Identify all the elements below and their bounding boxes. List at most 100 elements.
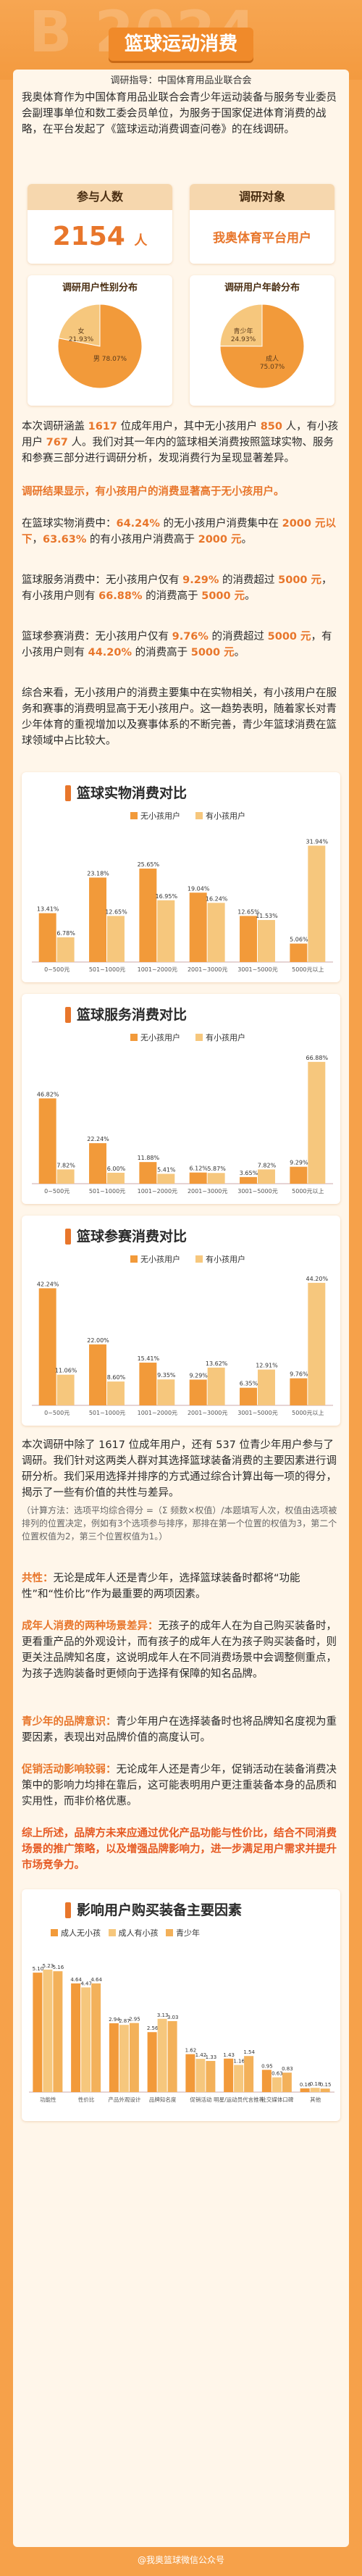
bar-label: 5.23 [43,1963,54,1969]
guidance-text: 调研指导：中国体育用品业联合会 [110,75,252,86]
insight-youth-brand: 青少年的品牌意识：青少年用户在选择装备时也将品牌知名度视为重要因素，表现出对品牌… [22,1716,337,1744]
bar-成人有小孩-社交媒体口碑 [272,2077,282,2092]
bar-label: 16.24% [206,895,228,902]
bar-无小孩用户-501~1000元 [89,877,106,962]
bar-有小孩用户-3001~5000元 [258,1169,275,1184]
bar-无小孩用户-2001~3000元 [189,1172,207,1184]
bar-有小孩用户-5000元以上 [308,845,326,962]
bar-成人无小孩-社交媒体口碑 [261,2070,272,2092]
goods-chart-title: 篮球实物消费对比 [77,785,188,801]
bar-无小孩用户-5000元以上 [290,1166,308,1184]
bar-label: 1.62 [185,2048,197,2054]
x-tick-label: 3001~5000元 [237,1410,277,1416]
service-chart-legend: 无小孩用户 有小孩用户 [130,1032,245,1043]
bar-label: 11.53% [256,913,278,919]
bar-label: 6.35% [240,1381,258,1387]
bar-有小孩用户-5000元以上 [308,1282,326,1405]
bar-成人无小孩-性价比 [71,1983,81,2092]
bar-成人有小孩-促销活动 [195,2059,206,2092]
bar-label: 7.82% [258,1162,277,1168]
bar-无小孩用户-1001~2000元 [139,869,157,962]
bar-成人无小孩-产品外观设计 [109,2023,119,2092]
bar-青少年-品牌知名度 [167,2021,177,2092]
survey-summary: 本次调研涵盖 1617 位成年用户，其中无小孩用户 850 人，有小孩用户 76… [22,421,339,464]
bar-label: 11.06% [55,1368,77,1374]
bar-label: 1.16 [233,2058,245,2064]
participant-count: 2154 人 [52,222,148,251]
bar-label: 0.63 [272,2071,283,2077]
goods-chart-card: 篮球实物消费对比 无小孩用户 有小孩用户 13.41% 6.78% 0~500元 23… [22,772,340,982]
bar-成人有小孩-功能性 [43,1969,53,2092]
bar-label: 0.18 [310,2081,321,2087]
competition-chart-header: 篮球参赛消费对比 [65,1226,304,1247]
bar-label: 9.29% [189,1372,208,1379]
bar-无小孩用户-1001~2000元 [139,1363,157,1405]
bar-成人有小孩-其他 [310,2088,320,2092]
bar-有小孩用户-5000元以上 [308,1061,326,1184]
summary-paragraph: 综合来看，无小孩用户的消费主要集中在实物相关，有小孩用户在服务和赛事的消费明显高… [22,687,337,747]
bar-label: 12.65% [105,908,127,915]
footer-credit: @我奥篮球微信公众号 [137,2555,224,2565]
page-title: 篮球运动消费 [109,28,253,61]
bar-无小孩用户-0~500元 [38,913,56,962]
competition-chart-title: 篮球参赛消费对比 [77,1229,188,1245]
bar-label: 7.82% [56,1162,75,1168]
bar-无小孩用户-2001~3000元 [189,1379,207,1405]
x-tick-label: 1001~2000元 [138,1188,177,1195]
service-bar-chart: 46.82% 7.82% 0~500元 22.24% 6.00% 501~1000元 11.… [32,1055,333,1195]
bar-label: 11.88% [138,1155,160,1161]
x-tick-label: 2001~3000元 [188,1410,227,1416]
service-chart-card: 篮球服务消费对比 无小孩用户 有小孩用户 46.82% 7.82% 0~500元 22… [22,994,340,1204]
intro-paragraph: 我奥体育作为中国体育用品业联合会青少年运动装备与服务专业委员会副理事单位和数工委… [22,92,337,135]
bar-label: 13.41% [37,906,59,913]
hero-banner: B 2024 篮球运动消费 [0,0,362,80]
bar-青少年-其他 [320,2088,330,2092]
key-finding: 调研结果显示，有小孩用户的消费显著高于无小孩用户。 [22,486,285,498]
bar-有小孩用户-501~1000元 [107,1381,125,1405]
bar-label: 5.06% [290,937,308,943]
competition-chart-card: 篮球参赛消费对比 无小孩用户 有小孩用户 42.24% 11.06% 0~500元 2… [22,1216,340,1426]
pie-label-large: 成人 75.07% [260,354,285,371]
bar-有小孩用户-501~1000元 [107,916,125,962]
x-tick-label: 功能性 [40,2096,56,2103]
bar-有小孩用户-2001~3000元 [207,903,225,962]
insight-promotion: 促销活动影响较弱：无论成年人还是青少年，促销活动在装备消费决策中的影响力均排在靠… [22,1764,337,1807]
bar-label: 66.88% [306,1055,329,1061]
bar-无小孩用户-0~500元 [38,1098,56,1184]
x-tick-label: 其他 [310,2096,321,2103]
bar-label: 6.12% [189,1166,208,1172]
x-tick-label: 5000元以上 [292,966,324,973]
bar-成人无小孩-明星/运动员代言推荐 [224,2058,234,2092]
x-tick-label: 0~500元 [44,966,70,973]
finding-competition: 篮球参赛消费：无小孩用户仅有 9.76% 的消费超过 5000 元，有小孩用户则… [22,631,332,658]
age-pie-card: 调研用户年龄分布 青少年 24.93% 成人 75.07% [190,275,334,406]
pie-label-small: 青少年 24.93% [231,327,256,343]
factor-intro: 本次调研中除了 1617 位成年用户，还有 537 位青少年用户参与了调研。我们… [22,1439,337,1499]
bar-label: 1.54 [243,2049,255,2055]
bar-label: 15.41% [138,1355,160,1362]
bar-青少年-促销活动 [206,2060,216,2092]
bar-label: 12.65% [237,908,260,915]
pie-slice-男 [57,304,143,389]
bar-label: 3.03 [167,2015,179,2020]
participant-card: 参与人数 2154 人 [28,184,172,264]
bar-label: 5.10 [33,1966,44,1972]
factor-chart-legend: 成人无小孩 成人有小孩 青少年 [51,1927,200,1939]
x-tick-label: 3001~5000元 [237,966,277,973]
bar-label: 16.95% [156,893,178,900]
x-tick-label: 2001~3000元 [188,966,227,973]
bar-label: 6.78% [56,930,75,937]
x-tick-label: 产品外观设计 [108,2096,140,2103]
x-tick-label: 社交媒体口碑 [261,2096,293,2103]
target-card-label: 调研对象 [190,184,334,210]
goods-chart-legend: 无小孩用户 有小孩用户 [130,810,245,821]
bar-label: 9.35% [157,1372,176,1379]
bar-有小孩用户-2001~3000元 [207,1367,225,1405]
x-tick-label: 明星/运动员代言推荐 [214,2096,265,2103]
bar-无小孩用户-5000元以上 [290,1378,308,1405]
target-value: 我奥体育平台用户 [213,231,311,246]
bar-label: 2.95 [129,2017,140,2023]
x-tick-label: 5000元以上 [292,1188,324,1195]
bar-有小孩用户-2001~3000元 [207,1173,225,1184]
bar-青少年-性价比 [91,1983,101,2092]
